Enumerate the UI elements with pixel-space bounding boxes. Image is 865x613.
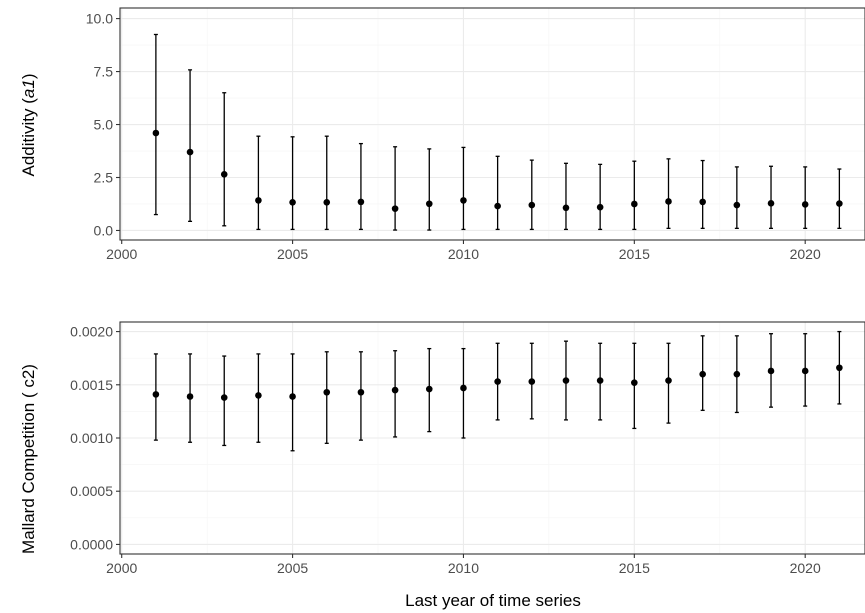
data-point — [186, 148, 194, 156]
y-tick-label: 0.0 — [94, 222, 114, 238]
y-tick-label: 0.0020 — [70, 324, 113, 340]
data-point — [289, 393, 296, 400]
y-axis-title-top: Additivity (a1) — [19, 73, 38, 176]
data-point — [186, 393, 194, 400]
data-point — [528, 378, 536, 385]
y-tick-label: 2.5 — [94, 169, 114, 185]
data-point — [836, 364, 843, 372]
x-axis-title: Last year of time series — [405, 591, 581, 610]
x-tick-label: 2005 — [277, 246, 308, 262]
y-axis-title-bottom: Mallard Competition ( c2) — [19, 364, 38, 554]
x-tick-label: 2015 — [619, 246, 650, 262]
data-point — [699, 198, 706, 206]
data-point — [255, 392, 262, 399]
y-tick-label: 0.0010 — [70, 430, 113, 446]
data-point — [767, 200, 775, 207]
data-point — [220, 394, 228, 401]
data-point — [494, 378, 501, 385]
data-point — [631, 200, 638, 208]
y-tick-label: 0.0000 — [70, 536, 113, 552]
data-point — [152, 129, 160, 137]
x-tick-label: 2000 — [106, 560, 137, 576]
y-tick-label: 0.0005 — [70, 483, 113, 499]
data-point — [357, 198, 365, 206]
data-point — [357, 388, 365, 396]
data-point — [391, 386, 399, 394]
data-point — [323, 388, 331, 396]
y-tick-label: 10.0 — [86, 11, 113, 27]
x-tick-label: 2000 — [106, 246, 137, 262]
panel-additivity: 0.0 2.5 5.0 7.5 10.0 2000 2005 2010 2015 2020 — [86, 7, 865, 262]
data-point — [460, 384, 467, 392]
data-point — [699, 370, 706, 378]
x-tick-label: 2010 — [448, 246, 479, 262]
data-point — [494, 202, 501, 210]
data-point — [665, 198, 672, 205]
data-point — [733, 370, 741, 378]
data-point — [528, 201, 536, 209]
x-tick-label: 2020 — [790, 560, 821, 576]
data-point — [152, 391, 160, 398]
data-point — [801, 201, 809, 208]
data-point — [323, 198, 331, 206]
y-tick-label: 0.0015 — [70, 377, 113, 393]
data-point — [665, 377, 672, 384]
data-point — [836, 200, 843, 207]
x-tick-label: 2005 — [277, 560, 308, 576]
data-point — [596, 203, 604, 211]
data-point — [255, 197, 262, 204]
data-point — [767, 367, 775, 375]
data-point — [733, 201, 741, 209]
data-point — [801, 367, 809, 375]
data-point — [631, 379, 638, 386]
data-point — [391, 205, 399, 212]
data-point — [460, 197, 467, 204]
data-point — [562, 377, 570, 384]
x-tick-label: 2020 — [790, 246, 821, 262]
panel-mallard-competition: 0.0000 0.0005 0.0010 0.0015 0.0020 2000 2005 20… — [70, 321, 865, 576]
data-point — [425, 200, 433, 208]
data-point — [562, 204, 570, 212]
x-tick-label: 2010 — [448, 560, 479, 576]
y-tick-label: 5.0 — [94, 117, 114, 133]
data-point — [220, 171, 228, 178]
data-point — [425, 385, 433, 393]
data-point — [289, 198, 296, 206]
x-tick-label: 2015 — [619, 560, 650, 576]
data-point — [596, 377, 604, 384]
y-tick-label: 7.5 — [94, 64, 114, 80]
